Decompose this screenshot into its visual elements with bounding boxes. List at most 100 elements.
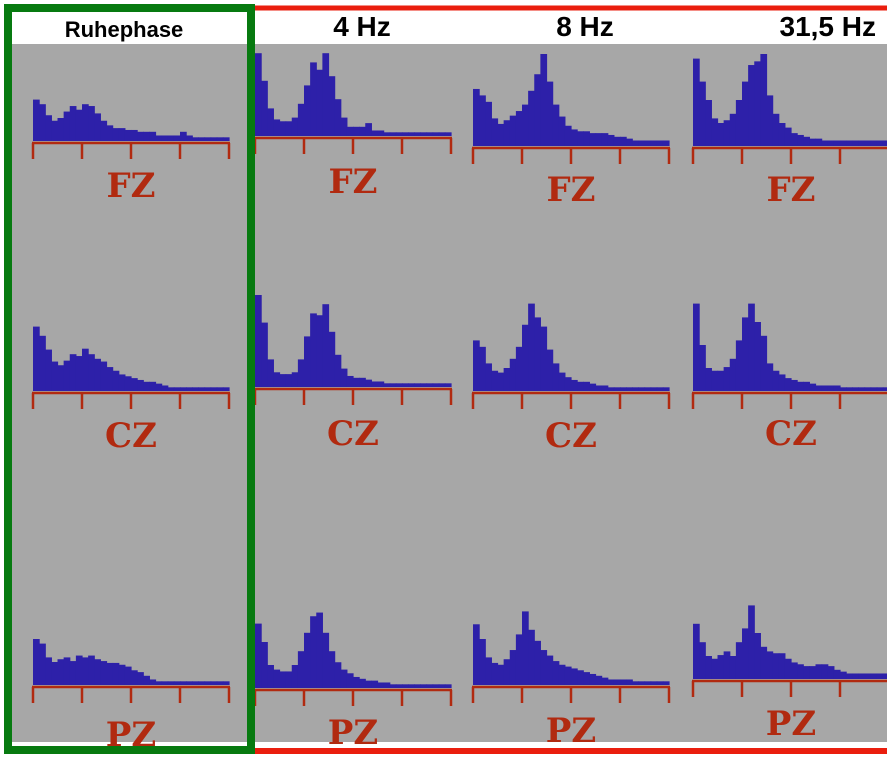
histogram-bar <box>534 317 541 391</box>
histogram-bar <box>94 358 101 391</box>
electrode-label-pz: PZ <box>546 711 596 751</box>
histogram-bar <box>821 140 829 146</box>
histogram-bar <box>778 653 786 679</box>
histogram-bar <box>577 131 584 146</box>
histogram-bar <box>432 684 440 688</box>
histogram-bar <box>717 370 725 391</box>
histogram-bar <box>383 132 391 136</box>
histogram-bar <box>365 379 372 387</box>
histogram-bar <box>389 684 397 688</box>
histogram-bar <box>601 677 609 685</box>
histogram-bar <box>534 640 541 685</box>
histogram-bar <box>88 354 95 391</box>
histogram-bar <box>395 684 403 688</box>
histogram-bar <box>705 368 712 391</box>
histogram-bar <box>39 643 46 685</box>
histogram-bar <box>742 628 749 679</box>
histogram-bar <box>833 669 841 679</box>
histogram-bar <box>359 126 366 136</box>
histogram-bar <box>438 383 446 387</box>
histogram-bar <box>882 140 887 146</box>
histogram-bar <box>186 387 193 391</box>
histogram-bar <box>167 135 175 141</box>
histogram-bar <box>528 303 535 391</box>
histogram-bar <box>94 659 101 685</box>
histogram-bar <box>876 140 884 146</box>
panel-cz-col-3: CZ <box>691 303 887 454</box>
header-4hz: 4 Hz <box>333 11 391 42</box>
histogram-bar <box>112 128 120 141</box>
histogram-bar <box>192 387 199 391</box>
histogram-bar <box>784 127 792 146</box>
histogram-bar <box>297 359 305 387</box>
histogram-bar <box>528 90 535 146</box>
histogram-bar <box>735 340 743 391</box>
histogram-bar <box>389 132 397 136</box>
histogram-bar <box>717 655 725 679</box>
histogram-bar <box>155 135 163 141</box>
histogram-bar <box>149 131 157 141</box>
histogram-bar <box>118 128 126 141</box>
histogram-bar <box>870 673 878 679</box>
histogram-bar <box>485 363 492 391</box>
histogram-bar <box>479 95 486 146</box>
histogram-bar <box>383 383 391 387</box>
histogram-bar <box>803 136 810 146</box>
histogram-bar <box>846 140 853 146</box>
histogram-bar <box>827 666 835 679</box>
header-31hz: 31,5 Hz <box>780 11 877 42</box>
histogram-bar <box>426 132 434 136</box>
histogram-bar <box>444 383 452 387</box>
histogram-bar <box>371 130 379 136</box>
histogram-bar <box>112 662 120 685</box>
histogram-bar <box>45 657 52 685</box>
histogram-bar <box>735 100 743 146</box>
histogram-bar <box>840 140 847 146</box>
histogram-bar <box>515 346 523 391</box>
histogram-bar <box>346 126 354 136</box>
histogram-bar <box>552 661 560 685</box>
histogram-bar <box>180 681 187 685</box>
histogram-bar <box>754 633 761 679</box>
histogram-bar <box>192 681 199 685</box>
histogram-bar <box>426 684 434 688</box>
histogram-bar <box>316 612 323 688</box>
histogram-bar <box>173 135 181 141</box>
histogram-bar <box>723 367 731 391</box>
histogram-bar <box>809 666 817 679</box>
histogram-bar <box>827 140 835 146</box>
header-8hz: 8 Hz <box>556 11 614 42</box>
histogram-bar <box>662 387 670 391</box>
histogram-bar <box>63 111 71 141</box>
histogram-bar <box>497 123 505 146</box>
histogram-bar <box>94 113 101 141</box>
histogram-bar <box>131 670 138 685</box>
histogram-bar <box>564 666 572 685</box>
histogram-bar <box>279 121 287 136</box>
histogram-bar <box>784 658 792 679</box>
histogram-bar <box>833 140 841 146</box>
histogram-bar <box>815 664 823 679</box>
histogram-bar <box>210 387 218 391</box>
electrode-label-pz: PZ <box>328 713 378 753</box>
histogram-bar <box>473 340 480 391</box>
histogram-bar <box>210 681 218 685</box>
histogram-bar <box>632 140 639 146</box>
electrode-label-cz: CZ <box>765 414 817 454</box>
histogram-bar <box>821 664 829 679</box>
histogram-bar <box>161 681 169 685</box>
histogram-bar <box>546 349 554 391</box>
histogram-bar <box>558 116 566 146</box>
histogram-bar <box>432 132 440 136</box>
histogram-bar <box>255 53 262 137</box>
histogram-bar <box>571 129 578 146</box>
histogram-bar <box>540 650 548 685</box>
histogram-bar <box>876 673 884 679</box>
histogram-bar <box>100 661 108 685</box>
histogram-bar <box>100 120 108 141</box>
electrode-label-cz: CZ <box>327 414 379 454</box>
histogram-bar <box>198 681 206 685</box>
histogram-bar <box>583 381 590 391</box>
histogram-bar <box>620 136 627 146</box>
histogram-bar <box>143 381 150 391</box>
